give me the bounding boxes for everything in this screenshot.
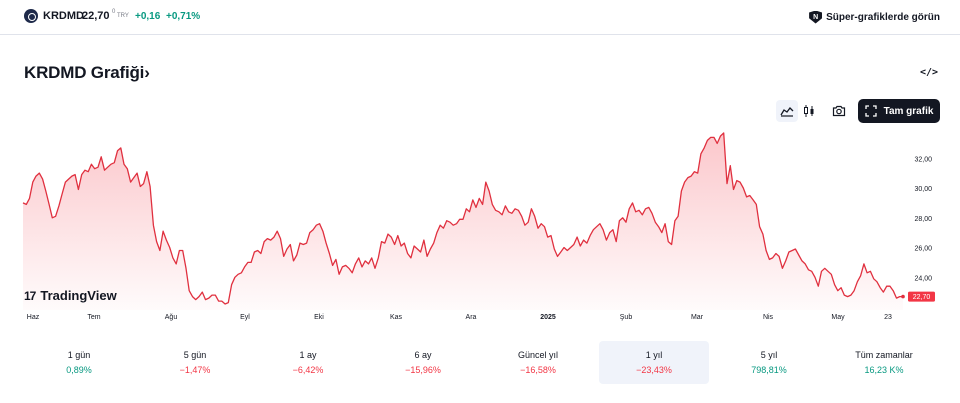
y-tick-label: 28,00 [914,216,932,223]
x-tick-label: Nis [763,314,774,321]
perf-label: 1 yıl [645,350,663,360]
chart-title-link[interactable]: KRDMD Grafiği› [24,63,150,83]
perf-value: −1,47% [179,365,211,375]
last-value-label: 22,70 [913,294,931,301]
perf-value: −15,96% [405,365,441,375]
symbol-header: KRDMD 22,70 0 TRY +0,16 +0,71% N Süper-g… [0,0,960,35]
change-percent: +0,71% [166,11,201,22]
perf-label: Güncel yıl [517,350,559,360]
perf-tab-1y[interactable]: 1 yıl −23,43% [599,341,709,384]
tradingview-logo-icon: 17 [24,288,36,303]
x-tick-label: Eki [314,314,324,321]
camera-icon [832,105,846,117]
currency-label: TRY [117,13,129,19]
x-tick-label: Tem [87,314,100,321]
perf-label: 6 ay [414,350,432,360]
last-point-marker [901,294,905,299]
x-tick-label: Şub [620,314,633,321]
candles-chart-button[interactable] [798,100,820,122]
change-absolute: +0,16 [135,11,161,22]
perf-value: −6,42% [292,365,324,375]
fullscreen-icon [864,105,877,117]
embed-code-icon[interactable]: </> [920,67,939,78]
price-chart[interactable]: 32,00 30,00 28,00 26,00 24,00 Haz Tem Ağu Eyl Ek… [0,130,960,325]
perf-value: 0,89% [66,365,92,375]
tradingview-text: TradingView [40,288,117,303]
perf-tab-5y[interactable]: 5 yıl 798,81% [714,341,824,384]
y-tick-label: 32,00 [914,156,932,163]
x-tick-label: Eyl [240,314,250,321]
y-tick-label: 30,00 [914,186,932,193]
ticker-symbol: KRDMD [43,10,84,22]
perf-label: 5 yıl [760,350,778,360]
perf-tab-1d[interactable]: 1 gün 0,89% [24,341,134,384]
x-tick-label: Mar [691,314,704,321]
perf-tab-all[interactable]: Tüm zamanlar 16,23 K% [829,341,939,384]
perf-value: −16,58% [520,365,556,375]
full-chart-label: Tam grafik [883,105,934,117]
perf-value: −23,43% [636,365,672,375]
perf-value: 798,81% [751,365,787,375]
page-title: KRDMD Grafiği [24,63,145,82]
last-value-badge [908,291,935,302]
perf-tab-ytd[interactable]: Güncel yıl −16,58% [483,341,593,384]
candles-icon [804,105,814,117]
x-tick-label: Ağu [165,314,178,321]
perf-label: 1 ay [299,350,317,360]
screenshot-button[interactable] [828,100,850,122]
performance-tabs: 1 gün 0,89% 5 gün −1,47% 1 ay −6,42% 6 a… [16,341,944,384]
x-tick-label: Kas [390,314,403,321]
perf-tab-1m[interactable]: 1 ay −6,42% [253,341,363,384]
price-area-fill [23,133,903,310]
area-chart-button[interactable] [776,100,798,122]
perf-tab-6m[interactable]: 6 ay −15,96% [368,341,478,384]
super-charts-button[interactable]: N Süper-grafiklerde görün [809,8,940,26]
price-line [22,132,903,305]
chevron-right-icon: › [144,63,150,82]
x-tick-label: 23 [884,314,892,321]
perf-label: Tüm zamanlar [855,350,913,360]
perf-label: 5 gün [183,350,207,360]
last-price: 22,70 [82,10,110,22]
y-tick-label: 26,00 [914,246,932,253]
perf-tab-5d[interactable]: 5 gün −1,47% [140,341,250,384]
area-chart-icon [780,107,794,117]
super-charts-label: Süper-grafiklerde görün [826,11,940,23]
tradingview-watermark: 17 TradingView [24,288,117,303]
x-tick-label: Haz [27,314,40,321]
symbol-logo-icon [24,9,38,23]
perf-label: 1 gün [67,350,91,360]
x-tick-label: May [831,314,845,321]
full-chart-button[interactable]: Tam grafik [858,99,940,123]
perf-value: 16,23 K% [864,365,904,375]
y-tick-label: 24,00 [914,275,932,282]
price-superscript: 0 [112,9,116,15]
x-tick-label: Ara [466,314,477,321]
x-tick-label: 2025 [540,314,556,321]
super-charts-badge-icon: N [809,10,823,24]
